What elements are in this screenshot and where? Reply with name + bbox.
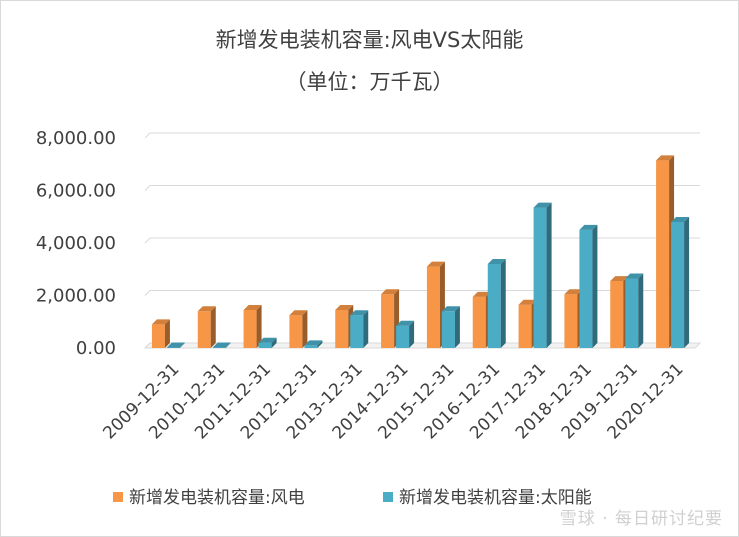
bar-side [409, 320, 415, 348]
y-tick-label: 0.00 [76, 338, 116, 359]
bar-wind [381, 294, 395, 348]
bar-top [197, 306, 216, 312]
bar-top [151, 319, 170, 325]
bar-wind [289, 315, 303, 348]
bar-top [381, 289, 400, 295]
bar-solar [671, 222, 685, 348]
bar-side [546, 202, 552, 348]
legend-label: 新增发电装机容量:风电 [129, 488, 305, 508]
bar-top [487, 259, 506, 264]
bar-side [302, 310, 308, 348]
bar-top [610, 276, 629, 282]
chart-title: 新增发电装机容量:风电VS太阳能 [215, 28, 524, 52]
bar-wind [472, 296, 486, 348]
bar-top [304, 340, 323, 346]
bar-top [518, 299, 537, 305]
bar-solar [625, 278, 639, 348]
bar-solar [304, 345, 318, 348]
chart-subtitle: （单位：万千瓦） [285, 70, 454, 94]
bar-wind [197, 311, 211, 348]
bar-side [256, 304, 262, 348]
bar-side [225, 342, 231, 348]
legend-swatch [383, 492, 393, 502]
grid-line-slant [144, 290, 151, 296]
bar-top [625, 273, 644, 279]
legend-label: 新增发电装机容量:太阳能 [399, 488, 592, 508]
bar-wind [426, 266, 440, 348]
bar-top [671, 217, 690, 222]
bar-top [441, 306, 460, 312]
bar-top [533, 202, 552, 208]
bar-top [350, 310, 369, 316]
bar-solar [533, 207, 547, 348]
grid-line-slant [144, 237, 151, 244]
bar-wind [518, 304, 532, 348]
grid-line-slant [144, 132, 151, 139]
y-tick-label: 6,000.00 [36, 181, 116, 202]
bar-side [684, 217, 690, 348]
bar-top [166, 342, 185, 348]
bar-side [317, 340, 323, 348]
bar-side [500, 259, 506, 348]
bar-side [164, 319, 170, 348]
bar-top [564, 289, 583, 295]
bar-wind [335, 309, 349, 348]
bar-wind [151, 324, 165, 348]
bar-solar [487, 264, 501, 348]
bar-side [454, 306, 460, 348]
bar-solar [441, 311, 455, 348]
bar-solar [166, 347, 180, 348]
y-tick-label: 8,000.00 [36, 128, 116, 149]
y-tick-label: 4,000.00 [36, 233, 116, 254]
watermark: 雪球 · 每日研讨纪要 [559, 509, 723, 529]
legend-swatch [113, 492, 123, 502]
bar-solar [212, 347, 226, 348]
bar-top [289, 310, 308, 316]
bar-top [243, 304, 262, 310]
bar-solar [579, 229, 593, 348]
bar-top [656, 155, 675, 161]
bar-solar [258, 342, 272, 348]
bar-solar [350, 315, 364, 348]
bar-top [396, 320, 415, 326]
bar-side [592, 224, 598, 348]
bar-wind [243, 309, 257, 348]
bar-side [271, 337, 277, 348]
bar-top [579, 224, 598, 230]
bar-top [426, 261, 445, 267]
bar-top [472, 291, 491, 297]
bar-side [363, 310, 369, 348]
bar-wind [564, 294, 578, 348]
bar-wind [610, 281, 624, 348]
bar-top [212, 342, 231, 348]
bar-wind [656, 160, 670, 348]
bar-top [335, 304, 354, 310]
bar-side [179, 342, 185, 348]
bar-top [258, 337, 277, 343]
bar-solar [396, 325, 410, 348]
grid-line-slant [144, 185, 151, 191]
grid-line-slant [144, 342, 151, 349]
bar-side [638, 273, 644, 348]
y-tick-label: 2,000.00 [36, 286, 116, 307]
bar-side [210, 306, 216, 348]
